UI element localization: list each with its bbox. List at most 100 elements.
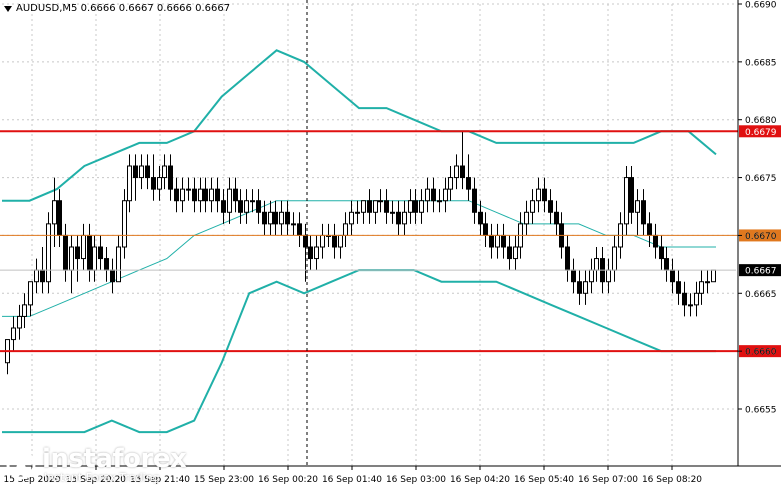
candle-body	[297, 223, 302, 236]
candle-body	[349, 211, 354, 225]
candle-body	[513, 246, 518, 260]
price-tick-label: 0.6665	[745, 290, 777, 300]
time-tick-label: 15 Sep 21:40	[130, 475, 190, 485]
candle-body	[367, 200, 372, 213]
candle-body	[28, 281, 33, 306]
level-label: 0.6660	[745, 348, 777, 358]
candle-body	[402, 211, 407, 225]
candle-body	[186, 188, 191, 191]
time-tick-label: 16 Sep 01:40	[322, 475, 382, 485]
candle-body	[338, 234, 343, 248]
candle-body	[373, 200, 378, 213]
candle-body	[151, 177, 156, 190]
candle-body	[52, 200, 57, 225]
time-tick-label: 16 Sep 07:00	[578, 475, 638, 485]
price-tick-label: 0.6655	[745, 406, 777, 416]
candle-body	[478, 211, 483, 225]
candle-body	[250, 200, 255, 203]
price-tick-label: 0.6660	[745, 348, 777, 358]
candle-body	[215, 188, 220, 202]
candle-body	[180, 188, 185, 202]
candle-body	[606, 269, 611, 283]
candle-body	[524, 211, 529, 225]
time-tick-label: 15 Sep 23:00	[194, 475, 254, 485]
current-price-box	[739, 264, 781, 277]
candle-body	[203, 188, 208, 202]
candle-body	[17, 315, 22, 329]
candle-body	[711, 269, 716, 283]
candle-body	[92, 246, 97, 271]
candle-body	[198, 188, 203, 202]
candle-body	[332, 234, 337, 248]
candle-body	[262, 211, 267, 225]
time-tick-label: 16 Sep 00:20	[258, 475, 318, 485]
candle-body	[273, 211, 278, 225]
candle-body	[355, 211, 360, 214]
candle-body	[571, 269, 576, 283]
watermark-logo: instaforex Instant Forex Trading	[6, 446, 187, 484]
candle-body	[104, 258, 109, 271]
price-tick-label: 0.6675	[745, 174, 777, 184]
candle-body	[268, 211, 273, 225]
candle-body	[63, 234, 68, 271]
candle-body	[133, 165, 138, 179]
candle-body	[443, 188, 448, 202]
price-tick-label: 0.6680	[745, 116, 777, 126]
candle-body	[682, 292, 687, 306]
candle-body	[694, 292, 699, 306]
candle-body	[460, 165, 465, 179]
time-tick-label: 16 Sep 05:40	[514, 475, 574, 485]
level-label-box	[739, 345, 781, 358]
candle-body	[343, 223, 348, 236]
candle-body	[390, 211, 395, 214]
candle-body	[542, 188, 547, 202]
time-tick-label: 16 Sep 08:20	[642, 475, 702, 485]
candle-body	[227, 188, 232, 213]
candle-body	[308, 246, 313, 260]
dropdown-triangle-icon[interactable]	[4, 6, 12, 12]
price-tick-label: 0.6670	[745, 232, 777, 242]
level-label: 0.6679	[745, 128, 777, 138]
candle-body	[320, 234, 325, 248]
candle-body	[81, 234, 86, 260]
candle-body	[589, 269, 594, 283]
symbol-info: AUDUSD,M5 0.6666 0.6667 0.6666 0.6667	[16, 3, 231, 14]
time-axis: 15 Sep 2020 15 Sep 20:20 15 Sep 21:40 15 Se…	[3, 466, 702, 485]
candle-body	[69, 246, 74, 271]
candle-body	[75, 246, 80, 260]
bollinger-upper-line	[2, 49, 717, 202]
candle-body	[408, 200, 413, 213]
candle-body	[110, 269, 115, 283]
candle-body	[233, 188, 238, 202]
candle-body	[244, 200, 249, 213]
candle-body	[472, 188, 477, 213]
candle-body	[98, 246, 103, 260]
candle-body	[536, 188, 541, 202]
price-tick-label: 0.6690	[745, 1, 777, 11]
candle-body	[57, 200, 62, 236]
time-tick-label: 15 Sep 20:20	[66, 475, 126, 485]
candle-body	[22, 304, 27, 317]
candle-body	[647, 223, 652, 236]
candle-body	[466, 177, 471, 190]
price-axis: 0.6690 0.6685 0.6680 0.6675 0.6670 0.6665 0.66…	[738, 1, 777, 416]
time-tick-label: 16 Sep 03:00	[386, 475, 446, 485]
candle-body	[192, 188, 197, 202]
level-label-box	[739, 229, 781, 242]
candle-body	[688, 304, 693, 307]
candle-body	[659, 246, 664, 260]
candle-body	[378, 200, 383, 203]
candle-body	[127, 165, 132, 202]
candle-body	[291, 223, 296, 226]
candle-body	[554, 211, 559, 225]
candle-body	[174, 188, 179, 202]
candle-body	[454, 165, 459, 179]
candle-body	[34, 269, 39, 283]
candle-body	[116, 246, 121, 283]
instaforex-logo-icon	[6, 450, 36, 480]
level-label: 0.6670	[745, 232, 777, 242]
candle-body	[162, 165, 167, 179]
candle-body	[612, 246, 617, 271]
